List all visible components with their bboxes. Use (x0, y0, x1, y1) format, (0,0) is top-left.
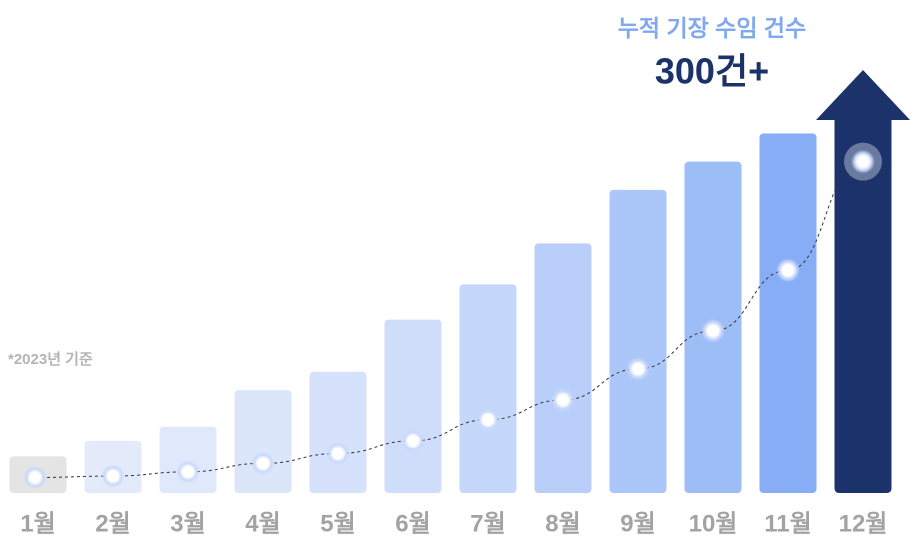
trend-dot (551, 387, 575, 412)
trend-dot (701, 318, 725, 343)
x-tick-label: 1월 (20, 510, 55, 537)
bar (609, 189, 667, 493)
trend-dot (23, 465, 47, 490)
chart-title: 누적 기장 수임 건수 (618, 15, 806, 41)
bar (309, 371, 367, 493)
trend-dot (476, 407, 500, 432)
bar (459, 284, 517, 493)
trend-dot (851, 149, 875, 174)
bar (534, 243, 592, 493)
x-tick-label: 12월 (839, 510, 888, 537)
x-tick-label: 2월 (95, 510, 130, 537)
note: *2023년 기준 (8, 351, 93, 368)
x-tick-label: 3월 (170, 510, 205, 537)
x-tick-label: 9월 (620, 510, 655, 537)
x-tick-label: 5월 (320, 510, 355, 537)
trend-dot (176, 459, 200, 484)
x-tick-label: 8월 (545, 510, 580, 537)
x-tick-label: 10월 (689, 510, 738, 537)
arrow-bar (816, 70, 910, 493)
trend-dot (401, 428, 425, 453)
x-tick-label: 4월 (245, 510, 280, 537)
trend-dot (251, 451, 275, 476)
trend-dot (326, 441, 350, 466)
x-tick-label: 11월 (764, 510, 811, 537)
x-tick-label: 6월 (395, 510, 430, 537)
headline: 300건+ (655, 51, 769, 92)
trend-dot (626, 356, 650, 381)
bar (234, 390, 292, 493)
x-tick-label: 7월 (470, 510, 505, 537)
bar (384, 319, 442, 493)
bar (759, 133, 817, 493)
trend-dot (101, 464, 125, 489)
trend-dot (776, 258, 800, 283)
